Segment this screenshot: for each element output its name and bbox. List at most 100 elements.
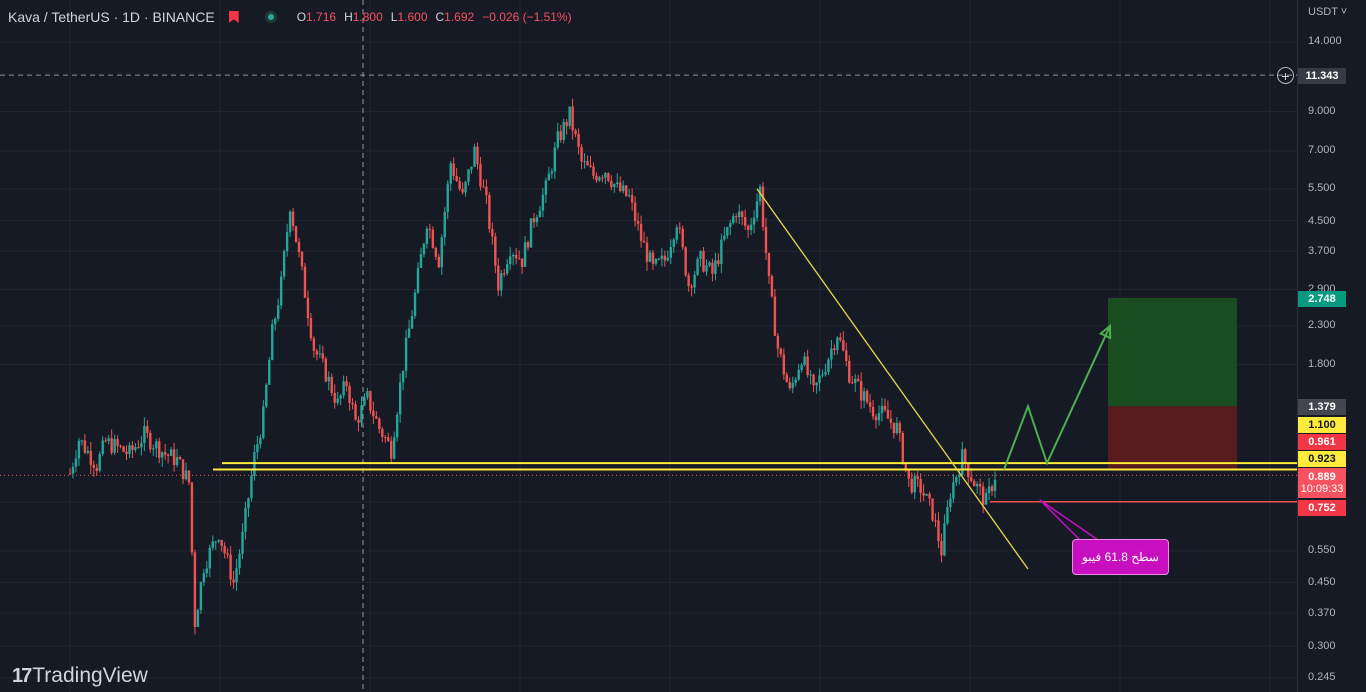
- candle-body: [336, 398, 339, 403]
- candle-body: [149, 432, 152, 450]
- candle-body: [806, 356, 809, 376]
- candle-body: [514, 254, 518, 259]
- candle-body: [470, 166, 473, 170]
- candle-body: [993, 479, 997, 492]
- flag-icon[interactable]: [228, 11, 239, 23]
- candle-body: [312, 338, 316, 351]
- candle-body: [842, 340, 845, 351]
- candle-body: [598, 177, 601, 181]
- candle-body: [967, 463, 970, 478]
- candle-body: [854, 378, 857, 383]
- candle-body: [68, 473, 72, 475]
- candle-body: [244, 507, 247, 532]
- candle-body: [797, 369, 800, 380]
- candle-body: [161, 452, 164, 458]
- candle-body: [199, 582, 203, 611]
- candle-body: [657, 258, 661, 260]
- candle-body: [390, 440, 393, 459]
- tradingview-logo[interactable]: 17 TradingView: [12, 664, 148, 687]
- candle-body: [824, 372, 827, 375]
- candle-body: [699, 251, 702, 259]
- candle-body: [410, 315, 414, 329]
- axis-tick: 4.500: [1308, 215, 1336, 227]
- candle-body: [407, 328, 411, 338]
- candle-body: [404, 337, 408, 371]
- candle-body: [92, 464, 95, 468]
- fibonacci-annotation[interactable]: سطح 61.8 فیبو: [1072, 539, 1169, 575]
- stop-zone: [1108, 406, 1237, 470]
- candle-body: [520, 258, 524, 267]
- candle-body: [285, 232, 289, 252]
- candle-body: [113, 439, 116, 453]
- candle-body: [83, 440, 87, 453]
- candle-body: [889, 418, 893, 423]
- candle-body: [413, 292, 417, 316]
- candle-body: [672, 239, 675, 248]
- candle-body: [743, 217, 747, 226]
- candle-body: [232, 579, 235, 583]
- candle-body: [369, 391, 372, 411]
- candle-body: [934, 520, 937, 522]
- candle-body: [651, 252, 655, 264]
- axis-tick: 9.000: [1308, 105, 1336, 117]
- candle-body: [696, 258, 699, 275]
- candle-body: [904, 463, 907, 469]
- candle-body: [131, 445, 134, 451]
- candle-body: [476, 146, 479, 165]
- candle-body: [818, 375, 821, 383]
- candle-body: [868, 402, 872, 407]
- axis-tick: 0.450: [1308, 576, 1336, 588]
- candle-body: [398, 382, 402, 415]
- candle-body: [607, 173, 610, 181]
- candle-body: [152, 448, 155, 450]
- candle-body: [720, 239, 723, 265]
- candle-body: [241, 531, 244, 554]
- candle-body: [95, 467, 98, 471]
- candle-body: [434, 247, 438, 257]
- candle-body: [660, 255, 664, 259]
- candle-body: [271, 324, 274, 360]
- candle-body: [538, 210, 542, 218]
- candle-body: [140, 443, 143, 448]
- candle-body: [449, 163, 452, 184]
- candle-body: [958, 474, 961, 477]
- add-alert-plus-icon[interactable]: +: [1277, 67, 1294, 84]
- candle-body: [381, 428, 384, 438]
- candle-body: [473, 146, 476, 167]
- candle-body: [74, 458, 78, 467]
- candle-body: [589, 165, 592, 167]
- axis-tick: 5.500: [1308, 182, 1336, 194]
- candle-body: [550, 171, 554, 174]
- candle-body: [229, 554, 232, 580]
- axis-tick: 7.000: [1308, 144, 1336, 156]
- candle-body: [630, 195, 634, 203]
- currency-selector[interactable]: USDT ˅: [1308, 6, 1348, 18]
- candle-body: [220, 539, 223, 546]
- current-price-tag: 0.889 10:09:33: [1298, 468, 1346, 498]
- candle-body: [633, 202, 637, 222]
- candle-body: [681, 228, 684, 248]
- candle-body: [791, 383, 794, 389]
- candle-body: [687, 275, 690, 287]
- candle-body: [708, 262, 711, 266]
- candle-body: [883, 405, 887, 410]
- chart-grid: [0, 0, 1297, 692]
- candle-body: [845, 350, 848, 361]
- candle-body: [761, 186, 765, 227]
- candle-body: [437, 256, 441, 268]
- candle-body: [714, 260, 717, 274]
- candle-body: [318, 353, 322, 355]
- candle-body: [446, 183, 449, 213]
- candle-body: [274, 318, 277, 325]
- price-axis[interactable]: [1297, 0, 1366, 692]
- candle-body: [523, 242, 527, 267]
- axis-tick: 2.300: [1308, 319, 1336, 331]
- symbol-title[interactable]: Kava / TetherUS · 1D · BINANCE: [8, 9, 215, 25]
- candle-body: [622, 185, 625, 192]
- candle-body: [746, 225, 750, 231]
- candle-body: [693, 274, 696, 288]
- candle-body: [827, 359, 830, 373]
- candle-body: [193, 552, 197, 628]
- price-change: −0.026 (−1.51%): [482, 10, 572, 24]
